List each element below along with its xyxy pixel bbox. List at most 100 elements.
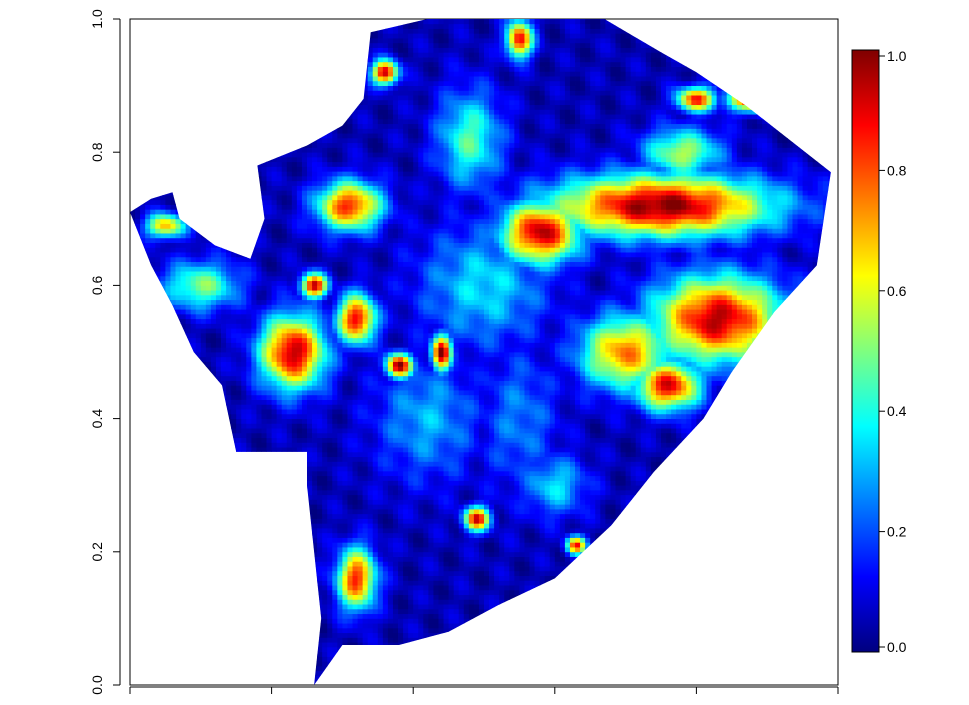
heat-cell (286, 470, 293, 477)
heat-cell (130, 266, 136, 272)
heat-cell (296, 304, 303, 310)
heat-cell (155, 570, 161, 576)
heat-cell (231, 656, 237, 662)
heat-cell (215, 604, 222, 610)
heat-cell (155, 171, 161, 177)
heat-cell (160, 161, 166, 167)
heat-cell (210, 504, 217, 510)
heat-cell (165, 285, 171, 291)
heat-cell (276, 66, 283, 72)
heat-cell (135, 237, 141, 243)
heat-cell (155, 380, 161, 386)
heat-cell (195, 166, 202, 172)
heat-cell (307, 318, 313, 324)
heat-cell (205, 456, 212, 462)
heat-cell (276, 613, 283, 619)
heat-cell (140, 599, 146, 605)
heat-cell (190, 399, 197, 405)
heat-cell (241, 180, 247, 186)
heat-cell (226, 190, 232, 196)
heat-cell (236, 66, 242, 72)
heat-cell (276, 470, 283, 477)
heat-cell (170, 214, 176, 220)
heat-cell (150, 413, 156, 419)
heat-cell (251, 494, 257, 500)
heat-cell (271, 233, 278, 239)
heat-cell (276, 642, 283, 648)
heat-cell (195, 413, 202, 419)
heat-cell (307, 347, 313, 353)
heat-cell (150, 156, 156, 163)
heat-cell (266, 409, 272, 415)
heat-cell (281, 275, 288, 282)
heat-cell (221, 204, 227, 210)
heat-cell (256, 646, 262, 653)
heat-cell (226, 513, 232, 519)
heat-cell (200, 199, 207, 205)
heat-cell (205, 104, 212, 110)
heat-cell (276, 294, 283, 301)
heat-cell (180, 204, 187, 210)
heat-cell (200, 261, 207, 267)
heat-cell (150, 661, 156, 667)
heat-cell (175, 589, 181, 596)
heat-cell (261, 233, 267, 239)
heat-cell (185, 437, 192, 443)
heat-cell (140, 190, 146, 196)
heat-cell (195, 242, 202, 248)
heat-cell (140, 356, 146, 362)
heat-cell (190, 675, 197, 681)
heat-cell (165, 171, 171, 177)
heat-cell (140, 413, 146, 419)
heat-cell (200, 195, 207, 201)
heat-cell (140, 332, 146, 339)
heat-cell (221, 537, 227, 543)
heat-cell (155, 237, 161, 243)
heat-cell (221, 294, 227, 301)
heat-cell (165, 366, 171, 372)
heat-cell (271, 133, 278, 139)
heat-cell (140, 375, 146, 381)
heat-cell (160, 66, 166, 72)
heat-cell (301, 156, 308, 163)
heat-cell (170, 52, 176, 58)
heat-cell (256, 61, 262, 67)
heat-cell (296, 356, 303, 362)
heat-cell (175, 451, 181, 458)
heat-cell (286, 532, 293, 538)
heat-cell (296, 76, 303, 82)
heat-cell (261, 352, 267, 358)
heat-cell (135, 613, 141, 619)
heat-cell (266, 19, 272, 25)
heat-cell (210, 361, 217, 367)
heat-cell (236, 328, 242, 334)
heat-cell (185, 261, 192, 267)
heat-cell (271, 90, 278, 96)
heat-cell (221, 42, 227, 48)
heat-cell (286, 99, 293, 106)
heat-cell (200, 585, 207, 591)
heat-cell (221, 409, 227, 415)
heat-cell (155, 566, 161, 572)
heat-cell (236, 575, 242, 581)
heat-cell (241, 470, 247, 477)
heat-cell (145, 489, 151, 496)
heat-cell (241, 466, 247, 472)
heat-cell (286, 118, 293, 125)
heat-cell (130, 437, 136, 443)
heat-cell (190, 252, 197, 258)
heat-cell (226, 256, 232, 263)
heat-cell (301, 489, 308, 496)
heat-cell (236, 637, 242, 643)
heat-cell (226, 142, 232, 148)
heat-cell (266, 442, 272, 448)
heat-cell (307, 299, 313, 305)
heat-cell (205, 404, 212, 410)
heat-cell (246, 394, 252, 400)
heat-cell (185, 256, 192, 263)
heat-cell (281, 66, 288, 72)
heat-cell (140, 537, 146, 543)
heat-cell (261, 218, 267, 224)
heat-cell (170, 199, 176, 205)
heat-cell (221, 85, 227, 91)
